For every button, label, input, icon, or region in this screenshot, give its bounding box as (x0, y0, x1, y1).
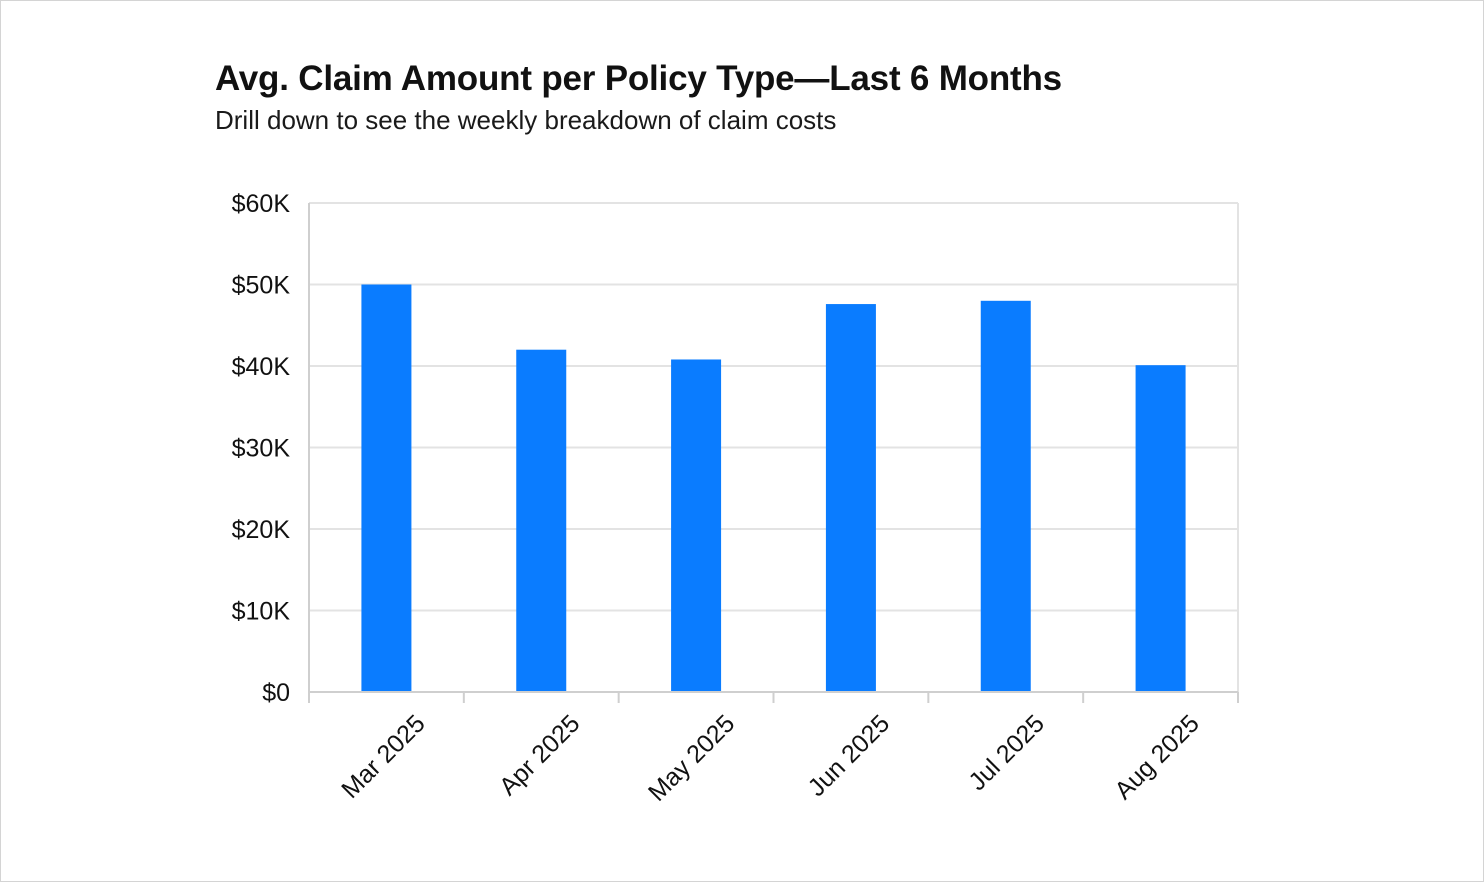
bars[interactable] (361, 284, 1186, 693)
chart-subtitle: Drill down to see the weekly breakdown o… (215, 105, 837, 135)
x-tick-label: Apr 2025 (494, 709, 586, 801)
y-axis-ticks: $0 $10K $20K $30K $40K $50K $60K (232, 190, 291, 707)
x-axis-labels: Mar 2025 Apr 2025 May 2025 Jun 2025 Jul 2025… (336, 709, 1205, 806)
bar[interactable] (516, 349, 567, 692)
y-tick-label: $40K (232, 353, 291, 381)
y-tick-label: $10K (232, 598, 291, 626)
x-tick-label: Mar 2025 (336, 709, 430, 803)
y-tick-label: $30K (232, 435, 291, 463)
bar[interactable] (361, 284, 412, 693)
bar[interactable] (825, 304, 876, 692)
x-tick-label: Jun 2025 (803, 709, 896, 802)
x-tick-label: Jul 2025 (963, 709, 1050, 796)
y-tick-label: $20K (232, 516, 291, 544)
chart-title: Avg. Claim Amount per Policy Type—Last 6… (215, 59, 1062, 98)
x-tick-label: May 2025 (643, 709, 740, 806)
y-tick-label: $50K (232, 272, 291, 300)
gridlines (309, 202, 1239, 692)
bar[interactable] (1135, 365, 1186, 692)
x-tick-label: Aug 2025 (1109, 709, 1204, 804)
y-tick-label: $0 (262, 679, 290, 707)
bar[interactable] (671, 359, 722, 692)
bar[interactable] (980, 300, 1031, 692)
axes (308, 203, 1239, 703)
y-tick-label: $60K (232, 190, 291, 218)
